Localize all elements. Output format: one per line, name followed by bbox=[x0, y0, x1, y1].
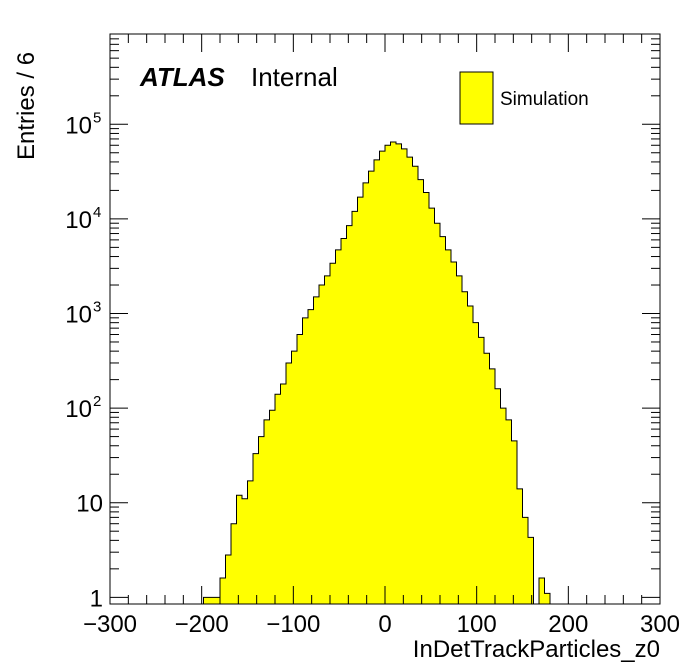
histogram-bar bbox=[385, 145, 391, 605]
y-tick-label: 10 3 bbox=[65, 298, 101, 328]
legend: Simulation bbox=[459, 71, 589, 125]
histogram-bar bbox=[258, 436, 264, 604]
histogram-bar bbox=[506, 419, 512, 604]
svg-text:10: 10 bbox=[76, 491, 103, 518]
plot-frame bbox=[109, 33, 661, 605]
histogram-bar bbox=[264, 419, 270, 604]
histogram-bar bbox=[440, 236, 446, 604]
x-axis-label: InDetTrackParticles_z0 bbox=[413, 636, 660, 663]
histogram-bar bbox=[297, 334, 303, 604]
histogram-bar bbox=[445, 249, 451, 604]
y-tick-label: 10 2 bbox=[65, 393, 101, 423]
y-tick-label: 10 4 bbox=[65, 204, 101, 234]
legend-swatch bbox=[459, 71, 494, 125]
x-tick-label: 300 bbox=[640, 611, 680, 638]
histogram-bar bbox=[473, 322, 479, 604]
histogram-bar bbox=[418, 179, 424, 605]
histogram-bar bbox=[253, 453, 259, 604]
atlas-label: ATLAS bbox=[139, 62, 225, 92]
histogram-bar bbox=[225, 555, 231, 604]
histogram-bar bbox=[374, 159, 380, 604]
histogram-bar bbox=[462, 291, 468, 604]
x-tick-labels: −300 −200 −100 0 100 200 300 bbox=[83, 611, 680, 638]
histogram-bar bbox=[456, 275, 462, 604]
y-axis-label: Entries / 6 bbox=[13, 52, 40, 160]
svg-text:10: 10 bbox=[65, 112, 92, 139]
histogram-bar bbox=[269, 410, 275, 604]
histogram-bar bbox=[539, 578, 545, 604]
histogram-bar bbox=[407, 157, 413, 604]
histogram-bar bbox=[203, 597, 209, 604]
histogram-bar bbox=[214, 597, 220, 604]
histogram-bar bbox=[319, 285, 325, 604]
histogram-bar bbox=[423, 192, 429, 604]
histogram-bar bbox=[236, 495, 242, 604]
legend-label: Simulation bbox=[500, 89, 589, 110]
axis-ticks bbox=[109, 33, 661, 604]
svg-text:5: 5 bbox=[93, 109, 101, 126]
histogram-bar bbox=[324, 275, 330, 604]
histogram-bar bbox=[280, 383, 286, 604]
histogram-bar bbox=[401, 148, 407, 604]
histogram-bar bbox=[220, 578, 226, 604]
histogram-bar bbox=[379, 151, 385, 604]
status-label: Internal bbox=[251, 62, 338, 92]
histogram-bar bbox=[341, 238, 347, 604]
histogram-bar bbox=[434, 223, 440, 604]
svg-text:2: 2 bbox=[93, 393, 101, 410]
histogram-bar bbox=[467, 306, 473, 604]
histogram-bar bbox=[429, 208, 435, 604]
histogram-bar bbox=[275, 394, 281, 604]
svg-text:3: 3 bbox=[93, 298, 101, 315]
histogram-bar bbox=[412, 166, 418, 604]
x-tick-label: −200 bbox=[175, 611, 229, 638]
svg-text:10: 10 bbox=[65, 207, 92, 234]
x-tick-label: 200 bbox=[548, 611, 588, 638]
histogram-bar bbox=[357, 197, 363, 604]
histogram-bar bbox=[286, 362, 292, 604]
histogram-bar bbox=[308, 309, 314, 604]
histogram-bar bbox=[544, 593, 550, 604]
histogram-bar bbox=[291, 351, 297, 604]
histogram-bar bbox=[352, 211, 358, 604]
x-tick-label: −100 bbox=[266, 611, 320, 638]
histogram-bar bbox=[451, 262, 457, 604]
histogram-bars bbox=[203, 141, 551, 605]
x-tick-label: 0 bbox=[378, 611, 391, 638]
histogram-outline bbox=[203, 141, 551, 605]
histogram-bar bbox=[242, 498, 248, 604]
histogram-bar bbox=[247, 480, 253, 604]
histogram-bar bbox=[363, 182, 369, 604]
histogram-bar bbox=[335, 249, 341, 604]
histogram-bar bbox=[489, 368, 495, 604]
histogram-bar bbox=[396, 143, 402, 604]
y-tick-label: 1 bbox=[90, 585, 103, 612]
histogram-bar bbox=[528, 537, 534, 604]
histogram-bar bbox=[517, 488, 523, 604]
y-tick-label: 10 5 bbox=[65, 109, 101, 139]
histogram-bar bbox=[209, 597, 215, 604]
x-tick-label: −300 bbox=[83, 611, 137, 638]
y-tick-label: 10 bbox=[76, 491, 103, 518]
histogram-bar bbox=[484, 353, 490, 604]
svg-text:10: 10 bbox=[65, 301, 92, 328]
histogram-bar bbox=[478, 337, 484, 604]
histogram-bar bbox=[302, 317, 308, 604]
histogram-bar bbox=[231, 523, 237, 604]
histogram-bar bbox=[390, 141, 396, 604]
svg-text:10: 10 bbox=[65, 396, 92, 423]
histogram-bar bbox=[330, 263, 336, 604]
svg-text:4: 4 bbox=[93, 204, 101, 221]
histogram-bar bbox=[495, 388, 501, 604]
x-tick-label: 100 bbox=[457, 611, 497, 638]
svg-text:1: 1 bbox=[90, 585, 103, 612]
histogram-bar bbox=[511, 440, 517, 604]
histogram-bar bbox=[346, 225, 352, 605]
histogram-bar bbox=[368, 171, 374, 604]
histogram-bar bbox=[522, 517, 528, 604]
histogram-bar bbox=[313, 296, 319, 604]
histogram-bar bbox=[500, 408, 506, 604]
